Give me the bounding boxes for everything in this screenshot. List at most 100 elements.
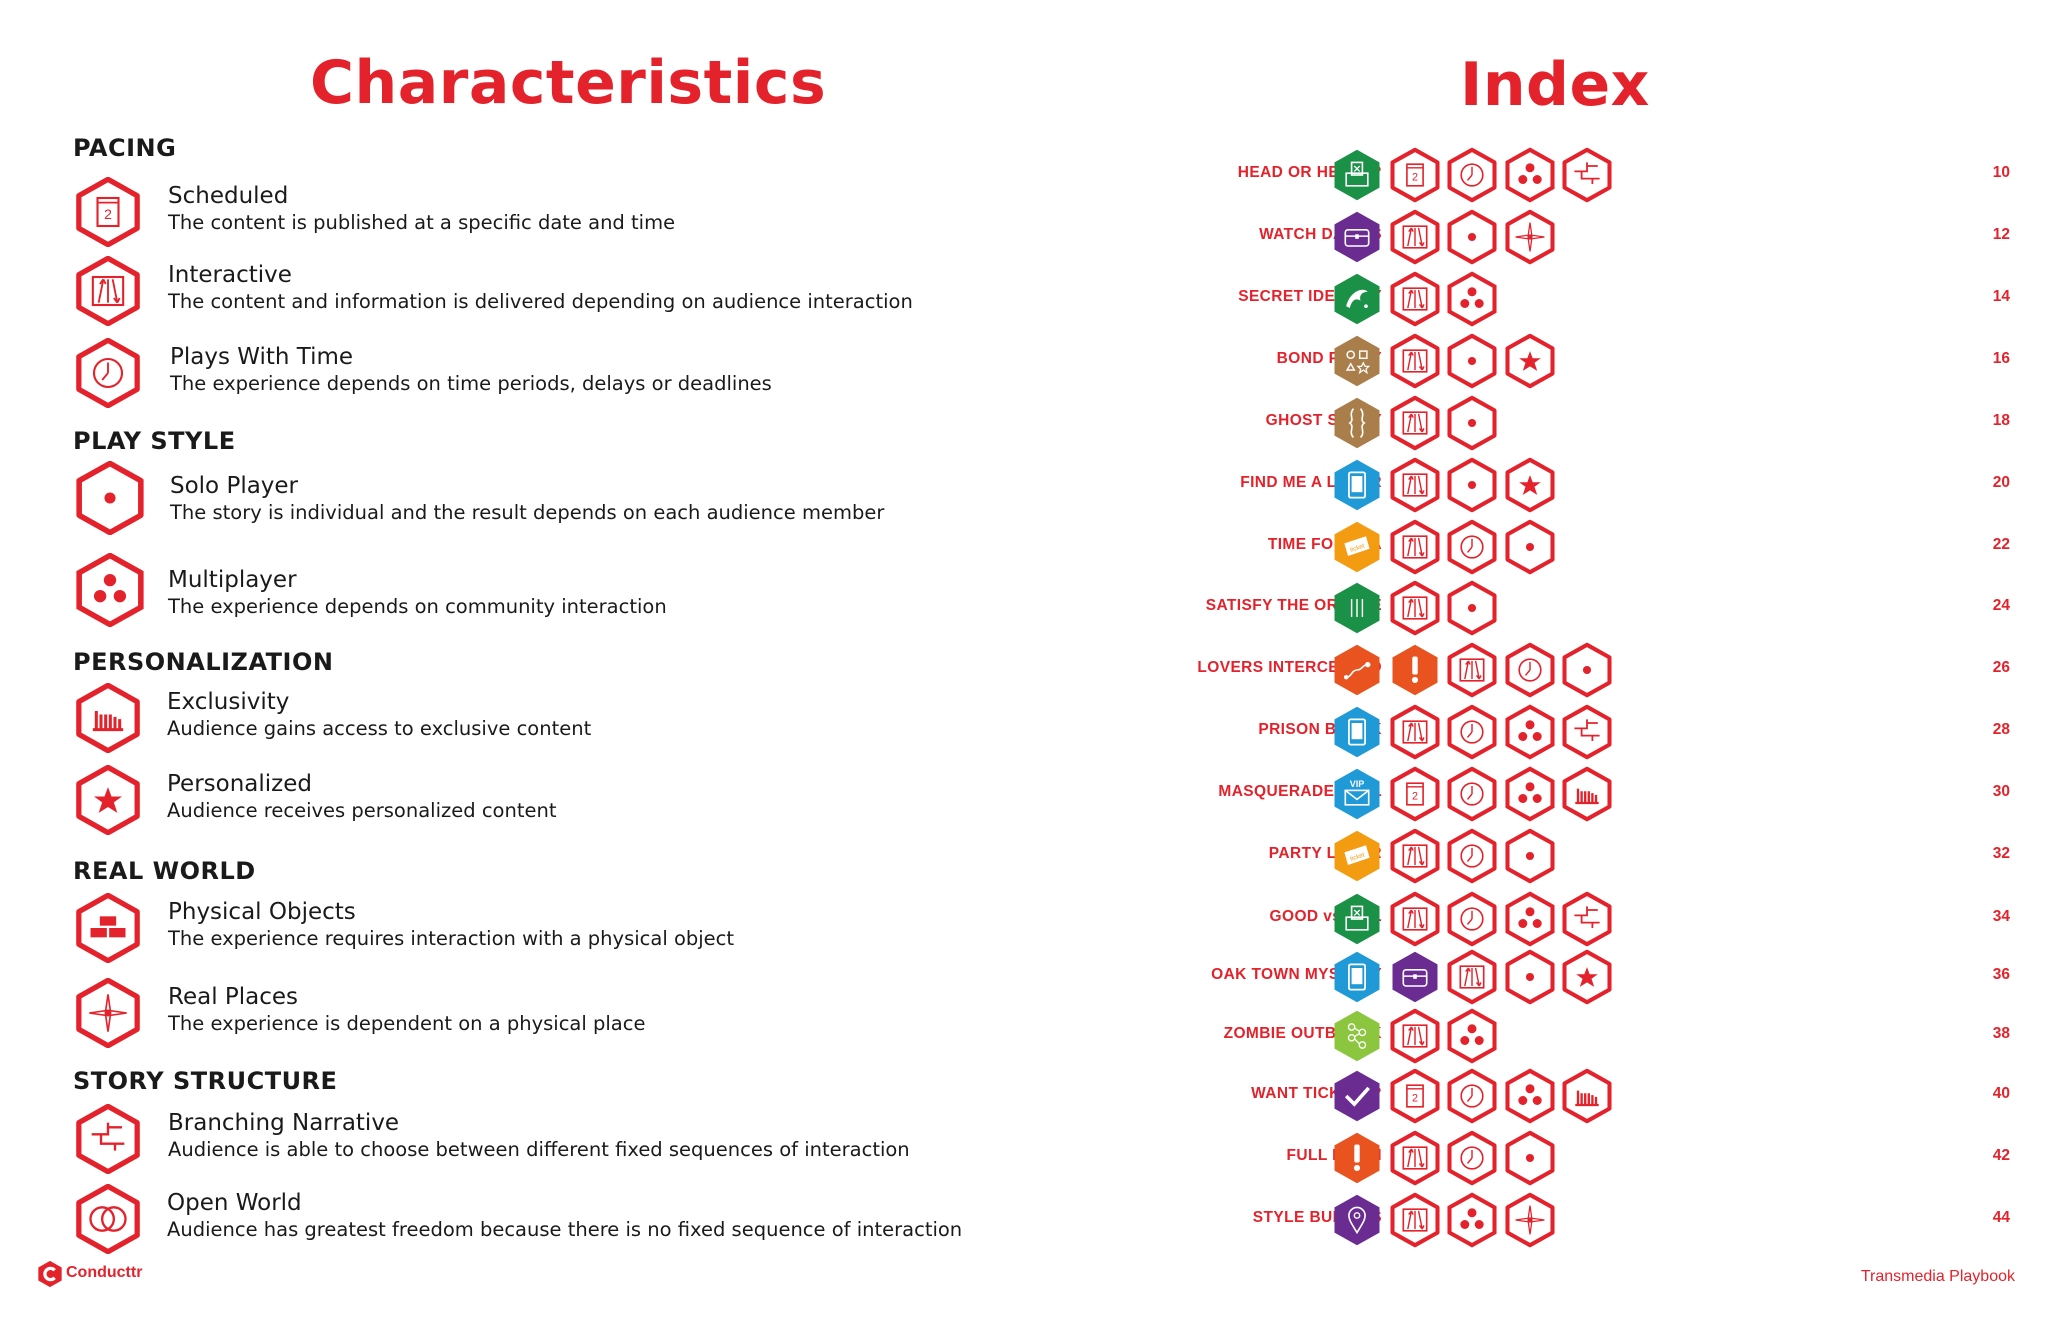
logo-hex-icon: [38, 1260, 62, 1288]
char-open-world: Open World Audience has greatest freedom…: [73, 1184, 973, 1254]
bars-icon: [1562, 1068, 1612, 1124]
svg-text:VIP: VIP: [1350, 779, 1365, 789]
check-icon: [1334, 1070, 1380, 1122]
branch-icon: [1562, 891, 1612, 947]
char-interactive: Interactive The content and information …: [73, 256, 973, 326]
svg-text:2: 2: [1412, 790, 1418, 802]
clock-icon: [1504, 642, 1555, 698]
index-row: WATCH DAWGS 12: [1080, 209, 2010, 265]
circles-icon: [76, 1184, 140, 1254]
dot-icon: [1504, 1130, 1555, 1186]
footer-title: Transmedia Playbook: [1860, 1268, 2015, 1285]
index-title: Index: [1460, 50, 1650, 120]
path-icon: [1334, 644, 1380, 696]
char-desc: The content is published at a specific d…: [168, 211, 676, 234]
char-desc: Audience has greatest freedom because th…: [167, 1218, 963, 1241]
index-row-page: 40: [1992, 1085, 2010, 1102]
star-icon: [1562, 949, 1612, 1005]
index-row: FIND ME A LOVER 20: [1080, 457, 2010, 513]
phone-icon: [1334, 951, 1380, 1003]
char-physical-objects: Physical Objects The experience requires…: [73, 893, 973, 963]
char-personalized: Personalized Audience receives personali…: [73, 765, 973, 835]
three-dots-icon: [1447, 1192, 1497, 1248]
arrows-icon: [1389, 519, 1440, 575]
compass-icon: [1504, 1192, 1555, 1248]
clock-icon: [1447, 704, 1497, 760]
index-row: SECRET IDENTITY 14: [1080, 271, 2010, 327]
char-desc: The experience is dependent on a physica…: [168, 1012, 646, 1035]
char-plays-with-time: Plays With Time The experience depends o…: [73, 338, 973, 408]
index-row: TIME FOR TEA ticket 22: [1080, 519, 2010, 575]
dot-icon: [1504, 949, 1555, 1005]
char-name: Real Places: [168, 984, 299, 1010]
arrows-icon: [1447, 949, 1497, 1005]
char-desc: The experience requires interaction with…: [168, 927, 735, 950]
three-dots-icon: [1504, 766, 1555, 822]
index-row-page: 20: [1992, 474, 2010, 491]
logo-text: Conducttr: [66, 1264, 143, 1281]
alert-icon: [1392, 644, 1437, 696]
calendar-icon: 2: [1389, 766, 1440, 822]
branch-icon: [1562, 147, 1612, 203]
char-solo-player: Solo Player The story is individual and …: [73, 461, 973, 535]
dot-icon: [1562, 642, 1612, 698]
arrows-icon: [1389, 704, 1440, 760]
char-scheduled: 2 Scheduled The content is published at …: [73, 177, 973, 247]
clock-icon: [1447, 147, 1497, 203]
arrows-icon: [1389, 395, 1440, 451]
index-row: OAK TOWN MYSTERY 36: [1080, 949, 2010, 1005]
section-play-style: PLAY STYLE: [73, 427, 236, 455]
compass-icon: [76, 978, 140, 1048]
network-icon: [1334, 1010, 1380, 1062]
chest-icon: [1334, 211, 1380, 263]
dot-icon: [1447, 333, 1497, 389]
char-name: Branching Narrative: [168, 1110, 400, 1136]
index-row: BOND PARTY 16: [1080, 333, 2010, 389]
index-row: LOVERS INTERCEPTED 26: [1080, 642, 2010, 698]
arrows-icon: [1389, 891, 1440, 947]
index-row: PARTY LOVER ticket 32: [1080, 828, 2010, 884]
char-name: Exclusivity: [167, 689, 290, 715]
char-desc: The content and information is delivered…: [168, 290, 913, 313]
arrows-icon: [1389, 1192, 1440, 1248]
char-desc: Audience gains access to exclusive conte…: [167, 717, 592, 740]
clock-icon: [1447, 519, 1497, 575]
star-icon: [76, 765, 140, 835]
char-branching-narrative: Branching Narrative Audience is able to …: [73, 1104, 973, 1174]
conducttr-logo: Conducttr: [36, 1258, 196, 1292]
three-dots-icon: [1504, 891, 1555, 947]
char-name: Physical Objects: [168, 899, 356, 925]
char-desc: Audience is able to choose between diffe…: [168, 1138, 910, 1161]
dot-icon: [76, 461, 144, 535]
chest-icon: [1392, 951, 1437, 1003]
arrows-icon: [1447, 642, 1497, 698]
arrows-icon: [1389, 271, 1440, 327]
arrows-icon: [1389, 828, 1440, 884]
char-desc: The story is individual and the result d…: [170, 501, 885, 524]
index-row-page: 26: [1992, 659, 2010, 676]
char-name: Plays With Time: [170, 344, 354, 370]
alert-icon: [1334, 1132, 1380, 1184]
section-story-structure: STORY STRUCTURE: [73, 1067, 338, 1095]
svg-text:ticket: ticket: [1349, 851, 1365, 862]
ticket-icon: ticket: [1334, 521, 1380, 573]
star-icon: [1504, 457, 1555, 513]
dot-icon: [1504, 519, 1555, 575]
index-row-page: 14: [1992, 288, 2010, 305]
section-personalization: PERSONALIZATION: [73, 648, 334, 676]
index-row-page: 22: [1992, 536, 2010, 553]
compass-icon: [1504, 209, 1555, 265]
characteristics-title: Characteristics: [310, 48, 827, 118]
arrows-icon: [1389, 580, 1440, 636]
index-row: HEAD OR HEART? 2 10: [1080, 147, 2010, 203]
lines-icon: [1334, 582, 1380, 634]
index-row-page: 12: [1992, 226, 2010, 243]
three-dots-icon: [1504, 147, 1555, 203]
index-row: GOOD vs EVIL 34: [1080, 891, 2010, 947]
char-desc: The experience depends on time periods, …: [170, 372, 772, 395]
index-row-page: 42: [1992, 1147, 2010, 1164]
index-row-page: 44: [1992, 1209, 2010, 1226]
index-row-page: 16: [1992, 350, 2010, 367]
dolphin-icon: [1334, 273, 1380, 325]
calendar-icon: 2: [76, 177, 140, 247]
